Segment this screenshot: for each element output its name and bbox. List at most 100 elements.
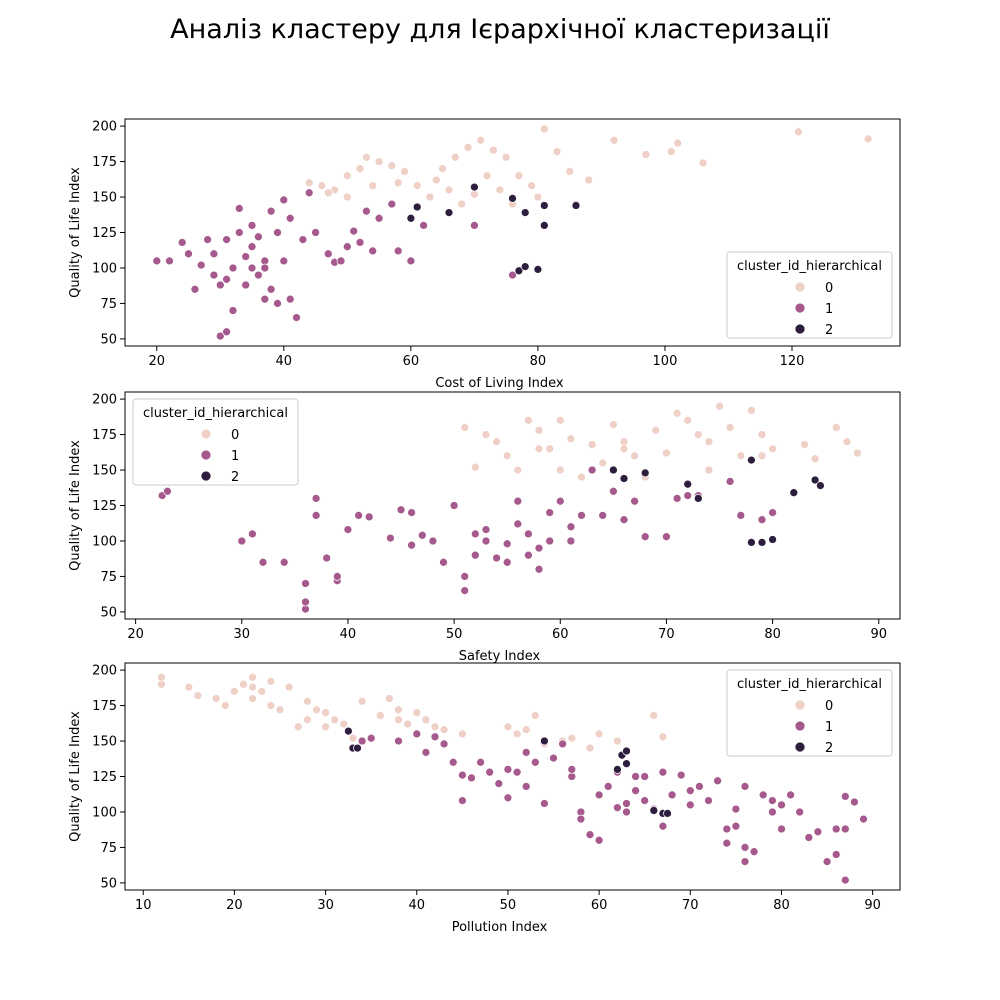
- data-point-cluster-0: [495, 185, 505, 195]
- data-point-cluster-1: [386, 533, 395, 543]
- legend-marker-cluster-0: [794, 699, 806, 711]
- data-point-cluster-1: [355, 238, 365, 247]
- data-point-cluster-2: [810, 475, 820, 485]
- data-point-cluster-1: [685, 786, 695, 796]
- data-point-cluster-0: [524, 416, 533, 425]
- data-point-cluster-1: [577, 511, 586, 520]
- data-point-cluster-2: [571, 201, 581, 210]
- data-point-cluster-1: [740, 843, 750, 852]
- data-point-cluster-0: [184, 682, 194, 692]
- data-point-cluster-0: [584, 175, 594, 185]
- y-tick-label: 200: [92, 664, 117, 679]
- data-point-cluster-1: [177, 238, 187, 247]
- data-point-cluster-1: [722, 824, 732, 834]
- data-point-cluster-0: [533, 192, 543, 202]
- data-point-cluster-1: [492, 553, 501, 563]
- data-point-cluster-1: [163, 486, 172, 496]
- data-point-cluster-2: [622, 746, 631, 756]
- data-point-cluster-0: [330, 715, 340, 725]
- subplot-2: 20 30 40 50 60 70 80 905075100125150175200Safet…: [68, 391, 901, 664]
- data-point-cluster-0: [489, 145, 498, 155]
- x-tick-label: 90: [870, 627, 887, 642]
- data-point-cluster-1: [555, 496, 565, 506]
- data-point-cluster-1: [609, 486, 618, 496]
- data-point-cluster-1: [184, 249, 193, 259]
- data-point-cluster-1: [619, 515, 629, 525]
- data-point-cluster-0: [585, 743, 595, 753]
- data-point-cluster-1: [266, 284, 276, 294]
- data-point-cluster-1: [481, 525, 491, 534]
- data-point-cluster-1: [676, 770, 686, 780]
- data-point-cluster-2: [768, 535, 777, 544]
- data-point-cluster-0: [387, 161, 397, 171]
- data-point-cluster-2: [508, 194, 517, 203]
- data-point-cluster-1: [439, 557, 448, 567]
- data-point-cluster-1: [439, 739, 449, 749]
- data-point-cluster-2: [640, 468, 650, 478]
- data-point-cluster-1: [393, 246, 403, 256]
- data-point-cluster-1: [667, 790, 677, 800]
- data-point-cluster-1: [247, 221, 257, 230]
- data-point-cluster-0: [375, 711, 385, 720]
- legend-label-cluster-0: 0: [825, 281, 833, 296]
- data-point-cluster-0: [609, 135, 619, 145]
- data-point-cluster-0: [412, 708, 422, 718]
- data-point-cluster-1: [513, 519, 523, 529]
- data-point-cluster-1: [640, 532, 650, 542]
- data-point-cluster-0: [757, 451, 767, 461]
- data-point-cluster-0: [339, 719, 349, 729]
- data-point-cluster-0: [425, 192, 435, 202]
- data-point-cluster-1: [311, 228, 320, 237]
- data-point-cluster-1: [524, 529, 533, 539]
- figure-title: Аналіз кластеру для Ієрархічної кластери…: [170, 14, 830, 45]
- data-point-cluster-1: [396, 505, 406, 515]
- data-point-cluster-0: [304, 178, 314, 188]
- x-axis-label: Cost of Living Index: [435, 376, 564, 391]
- data-point-cluster-1: [354, 511, 363, 520]
- data-point-cluster-1: [503, 765, 513, 774]
- data-point-cluster-1: [394, 736, 403, 746]
- data-point-cluster-1: [631, 786, 640, 796]
- x-tick-label: 40: [276, 354, 293, 369]
- data-point-cluster-1: [740, 857, 750, 866]
- data-point-cluster-0: [481, 430, 491, 439]
- data-point-cluster-0: [577, 472, 586, 482]
- data-point-cluster-1: [566, 522, 576, 532]
- data-point-cluster-0: [736, 451, 746, 461]
- x-tick-label: 20: [226, 898, 243, 913]
- data-point-cluster-0: [293, 722, 303, 732]
- data-point-cluster-1: [247, 242, 257, 252]
- data-point-cluster-1: [658, 821, 668, 831]
- data-point-cluster-1: [254, 270, 263, 280]
- data-point-cluster-1: [685, 800, 695, 810]
- data-point-cluster-1: [566, 536, 576, 546]
- y-tick-label: 125: [92, 226, 117, 241]
- data-point-cluster-1: [467, 773, 476, 783]
- x-tick-label: 10: [135, 898, 152, 913]
- data-point-cluster-1: [758, 790, 768, 800]
- data-point-cluster-0: [747, 406, 756, 415]
- data-point-cluster-1: [777, 800, 786, 810]
- data-point-cluster-0: [355, 164, 365, 174]
- data-point-cluster-1: [567, 765, 577, 774]
- x-tick-label: 80: [764, 627, 781, 642]
- x-tick-label: 120: [780, 354, 805, 369]
- data-point-cluster-1: [260, 263, 270, 273]
- x-tick-label: 20: [127, 627, 144, 642]
- legend-marker-cluster-1: [794, 720, 806, 732]
- data-point-cluster-1: [215, 280, 225, 290]
- data-point-cluster-0: [863, 134, 873, 144]
- data-point-cluster-2: [514, 266, 524, 276]
- data-point-cluster-1: [470, 550, 480, 560]
- y-tick-label: 75: [100, 570, 117, 585]
- data-point-cluster-0: [303, 696, 312, 706]
- data-point-cluster-1: [831, 850, 841, 859]
- data-point-cluster-1: [460, 586, 470, 595]
- data-point-cluster-1: [740, 782, 750, 791]
- data-point-cluster-1: [428, 536, 438, 546]
- y-tick-label: 100: [92, 534, 117, 549]
- data-point-cluster-0: [450, 152, 460, 162]
- data-point-cluster-1: [237, 536, 247, 546]
- data-point-cluster-0: [403, 719, 412, 729]
